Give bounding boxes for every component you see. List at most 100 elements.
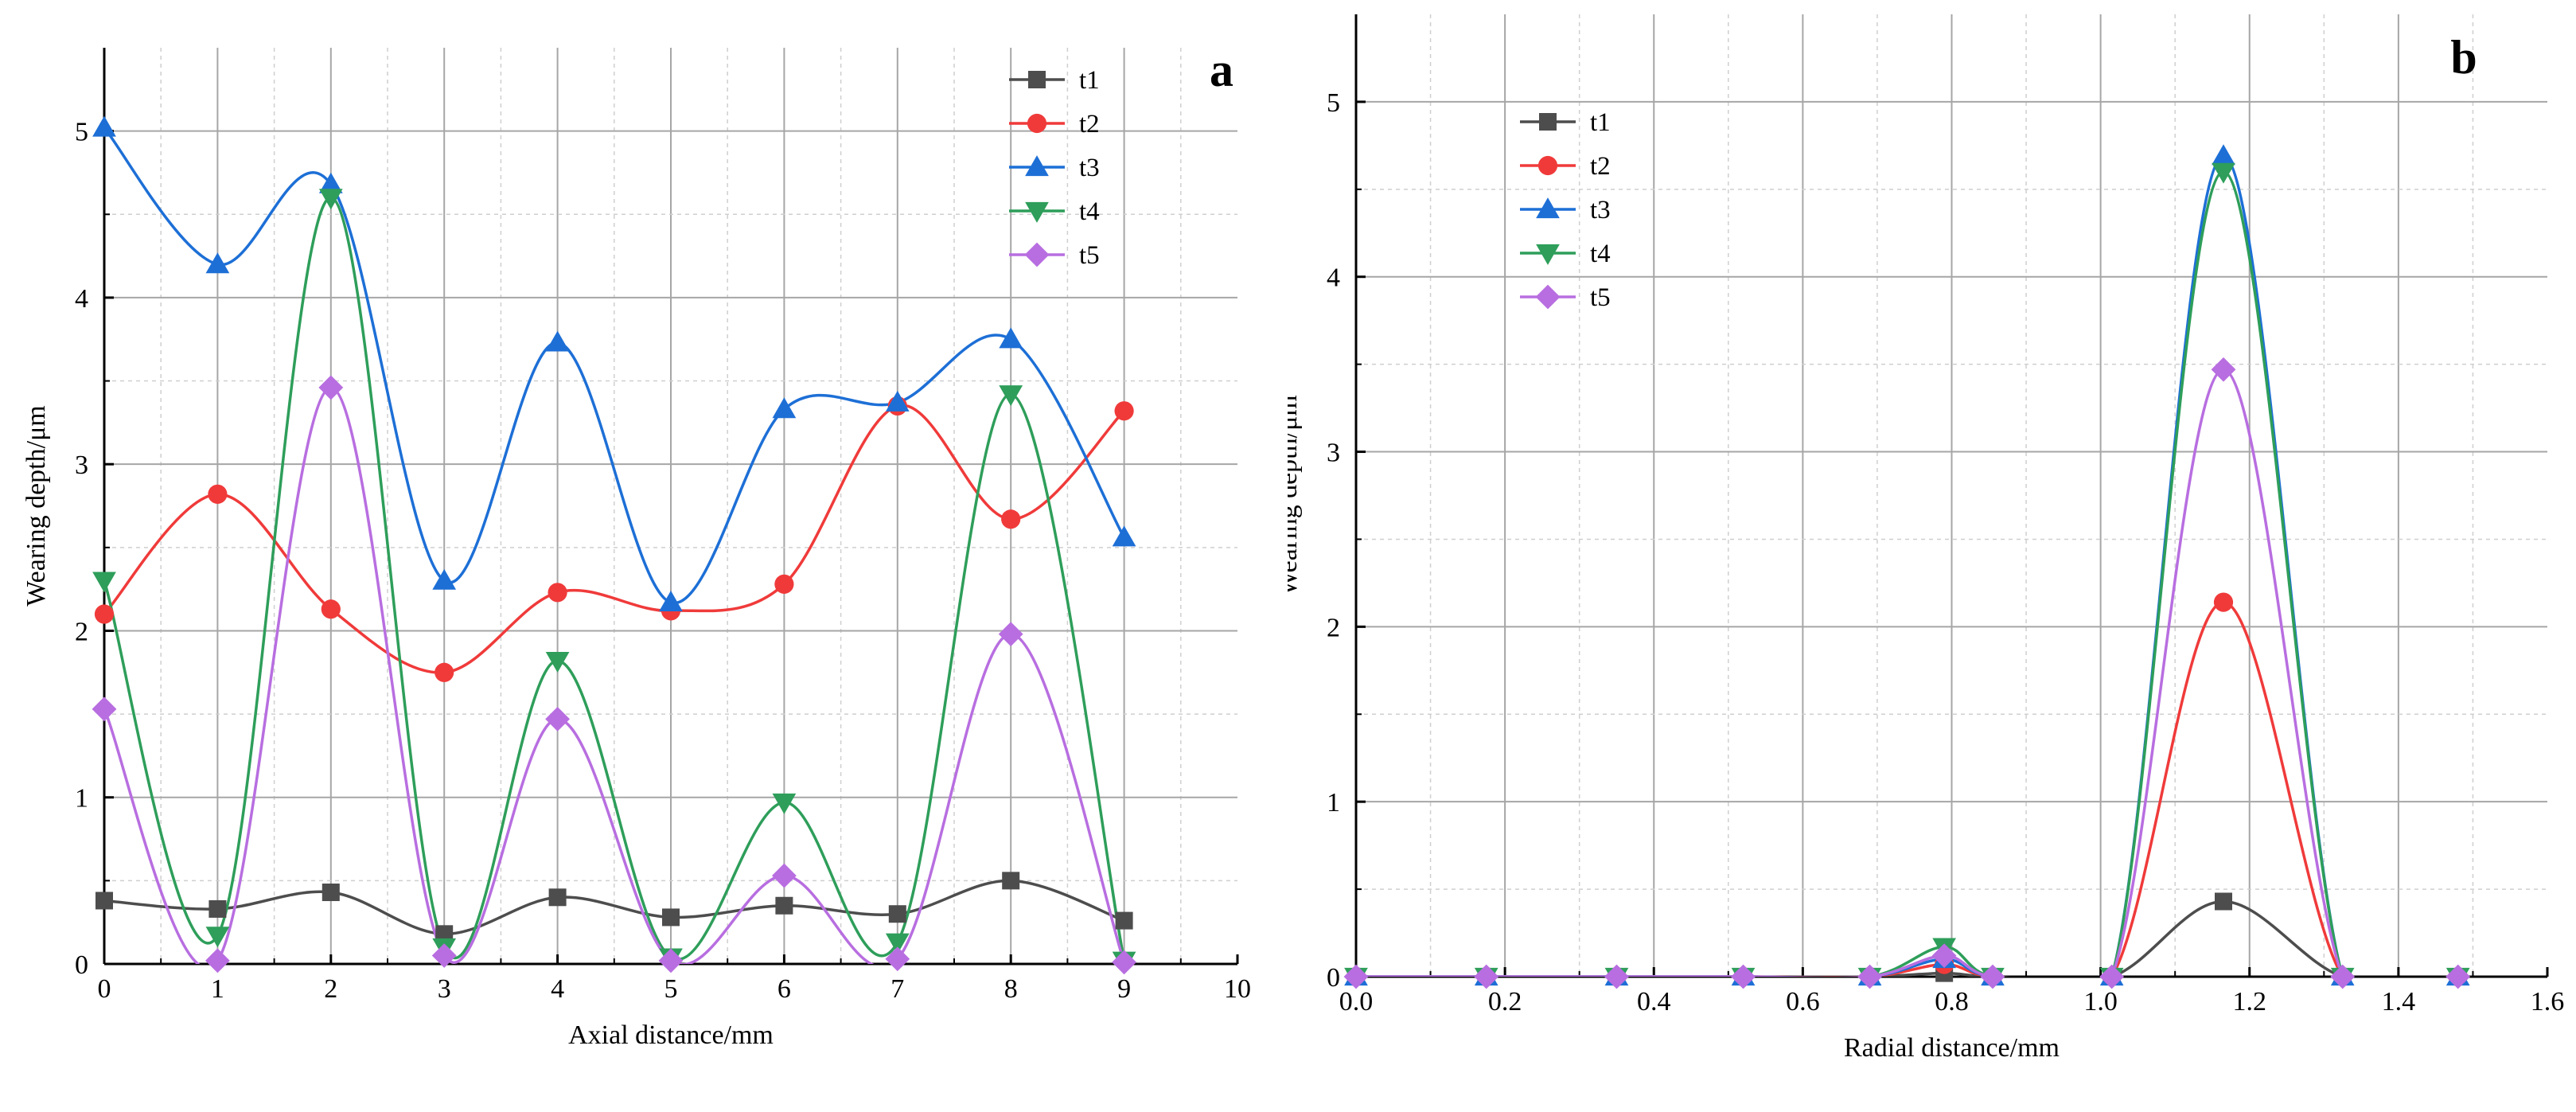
- data-point: [658, 948, 684, 973]
- data-point: [435, 925, 454, 943]
- legend-marker: [1535, 284, 1561, 310]
- x-tick-label: 1.4: [2382, 987, 2416, 1016]
- data-point: [888, 905, 906, 923]
- series-line-t2: [1356, 600, 2458, 977]
- data-point: [545, 706, 570, 732]
- data-point: [92, 572, 116, 593]
- data-point: [205, 927, 230, 948]
- legend-label: t3: [1079, 154, 1100, 182]
- data-point: [95, 892, 113, 910]
- data-point: [1002, 872, 1020, 890]
- data-point: [435, 662, 454, 682]
- data-point: [2099, 964, 2125, 989]
- panel-label: a: [1210, 44, 1233, 96]
- y-tick-label: 5: [1327, 88, 1340, 118]
- series-markers-t1: [95, 872, 1133, 943]
- x-tick-label: 1.0: [2083, 987, 2118, 1016]
- y-tick-label: 1: [1327, 788, 1340, 817]
- x-tick-label: 5: [664, 974, 678, 1004]
- data-point: [1343, 964, 1369, 989]
- y-tick-label: 2: [75, 617, 88, 646]
- data-point: [998, 622, 1023, 647]
- x-tick-label: 4: [551, 974, 564, 1004]
- series-markers-t3: [1344, 144, 2470, 986]
- y-tick-label: 3: [1327, 439, 1340, 468]
- x-tick-label: 7: [890, 974, 904, 1004]
- data-point: [774, 574, 794, 594]
- data-point: [1001, 509, 1021, 529]
- data-point: [1474, 964, 1499, 989]
- y-tick-label: 1: [75, 784, 88, 814]
- chart-panel-a: 0 1 2 3 4 5 6 7 8 9 10 0 1 2 3 4 5 Axial distance/mm Weari…: [21, 44, 1251, 1050]
- data-point: [2212, 162, 2235, 184]
- data-point: [1931, 943, 1957, 969]
- y-tick-label: 4: [1327, 263, 1340, 293]
- legend-label: t3: [1590, 196, 1611, 224]
- data-point: [885, 946, 910, 972]
- data-point: [1112, 950, 1136, 975]
- data-point: [205, 948, 230, 973]
- data-point: [999, 385, 1023, 407]
- data-point: [322, 884, 340, 902]
- legend-marker: [1536, 244, 1560, 265]
- plot-area: [1356, 154, 2458, 977]
- y-tick-label: 4: [75, 284, 88, 314]
- x-tick-label: 0.6: [1786, 987, 1820, 1016]
- chart-panel-b: 0.0 0.2 0.4 0.6 0.8 1.0 1.2 1.4 1.6 0 1 2 3 4 5 Radial …: [1288, 14, 2564, 1063]
- series-markers-t5: [92, 375, 1136, 975]
- y-ticks: 0 1 2 3 4 5: [75, 118, 114, 980]
- legend-label: t2: [1079, 110, 1100, 139]
- grid: [1356, 14, 2547, 977]
- legend-label: t4: [1590, 240, 1611, 268]
- data-point: [94, 604, 115, 624]
- series-markers-t3: [92, 115, 1136, 612]
- data-point: [545, 651, 570, 673]
- legend-marker: [1537, 155, 1558, 176]
- data-point: [772, 397, 797, 419]
- legend-label: t1: [1590, 108, 1611, 137]
- series-line-t3: [1356, 154, 2458, 977]
- x-tick-label: 0.2: [1488, 987, 1522, 1016]
- data-point: [318, 375, 344, 400]
- x-tick-label: 1.2: [2233, 987, 2267, 1016]
- legend-marker: [1539, 113, 1557, 131]
- legend-label: t4: [1079, 197, 1100, 226]
- data-point: [545, 330, 570, 352]
- data-point: [92, 696, 117, 722]
- y-tick-label: 5: [75, 118, 88, 147]
- legend: t1 t2 t3 t4 t5: [1009, 66, 1100, 270]
- data-point: [432, 568, 457, 590]
- data-point: [662, 908, 680, 927]
- series-markers-t4: [1344, 162, 2470, 989]
- y-tick-label: 0: [1327, 963, 1340, 993]
- x-tick-label: 2: [324, 974, 337, 1004]
- data-point: [2445, 964, 2471, 989]
- x-ticks: 0 1 2 3 4 5 6 7 8 9 10: [98, 954, 1251, 1004]
- grid: [104, 48, 1237, 964]
- legend-marker: [1024, 242, 1050, 267]
- data-point: [2215, 892, 2233, 911]
- series-line-t5: [1356, 368, 2458, 977]
- series-line-t4: [104, 196, 1126, 962]
- data-point: [1604, 964, 1629, 989]
- x-tick-label: 0: [98, 974, 111, 1004]
- legend-label: t5: [1079, 241, 1100, 270]
- data-point: [431, 943, 457, 968]
- data-point: [885, 390, 910, 412]
- series-line-t1: [104, 879, 1125, 936]
- legend-label: t1: [1079, 66, 1100, 95]
- data-point: [2212, 144, 2235, 166]
- data-point: [1112, 525, 1136, 547]
- data-point: [1857, 964, 1882, 989]
- x-tick-label: 6: [777, 974, 791, 1004]
- data-point: [1114, 401, 1134, 421]
- y-axis-title: Wearing depth/μm: [21, 405, 51, 606]
- legend-label: t5: [1590, 283, 1611, 312]
- series-line-t4: [1356, 170, 2458, 977]
- data-point: [318, 172, 343, 193]
- series-line-t2: [104, 404, 1125, 674]
- panel-label: b: [2450, 31, 2477, 84]
- y-tick-label: 0: [75, 950, 88, 980]
- data-point: [2213, 592, 2234, 612]
